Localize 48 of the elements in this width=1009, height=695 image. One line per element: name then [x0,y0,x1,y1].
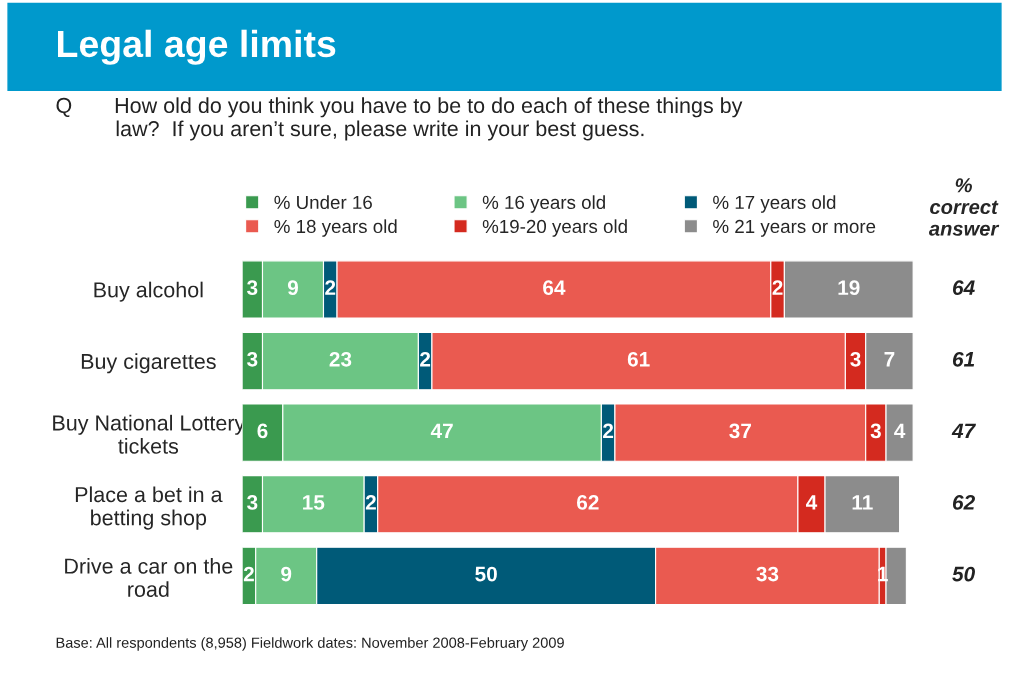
text: % correct answer [928,178,1000,236]
data-label: 2 [243,566,254,582]
data-label: 7 [884,352,895,367]
data-label: 6 [257,423,268,439]
data-label: 4 [894,423,906,439]
legend-label: % 21 years or more [713,219,876,237]
data-label: 3 [850,351,861,367]
data-label: 33 [756,566,779,582]
text: 61 [952,351,975,367]
y-tick-label: Buy cigarettes [81,353,216,374]
data-label: 3 [870,423,881,439]
data-label: 2 [420,351,431,367]
data-label: 9 [281,566,292,582]
chart-subtitle: Q How old do you think you have to be to do each of these things by law? If you aren’t sure, please write in your best guess. [56,97,743,141]
data-label: 3 [247,280,258,296]
data-label: 62 [577,495,599,510]
y-tick-label: Buy alcohol [94,281,203,302]
data-label: 9 [287,280,299,296]
data-label: 61 [627,351,650,367]
legend-label: % 18 years old [274,219,397,237]
data-label: 11 [852,495,873,510]
text: 47 [951,423,976,439]
data-label: 2 [603,423,614,439]
data-label: 3 [247,351,258,367]
legend-label: %19-20 years old [482,219,627,237]
data-label: 3 [247,495,258,510]
y-tick-label: Drive a car on the road [65,557,233,597]
data-label: 50 [475,566,497,582]
data-label: 23 [329,351,352,367]
legend-label: % Under 16 [274,195,372,210]
text: 50 [952,566,975,582]
data-label: 64 [543,280,566,296]
data-label: 15 [303,495,325,510]
text: Base: All respondents (8,958) Fieldwork dates: November 2008-February 2009 [56,637,564,651]
data-label: 19 [838,280,860,296]
data-label: 4 [806,495,818,510]
data-label: 47 [430,423,453,439]
legend-label: % 16 years old [482,195,605,213]
data-label: 2 [325,280,336,295]
y-tick-label: Buy National Lottery tickets [53,414,246,454]
data-label: 2 [772,280,783,295]
text: 62 [952,495,975,510]
legend-label: % 17 years old [713,195,836,213]
data-label: 2 [365,495,376,510]
text: 64 [952,280,975,296]
y-tick-label: Place a bet in a betting shop [75,486,223,530]
data-label: 37 [729,423,751,439]
chart-title: Legal age limits [58,29,336,65]
